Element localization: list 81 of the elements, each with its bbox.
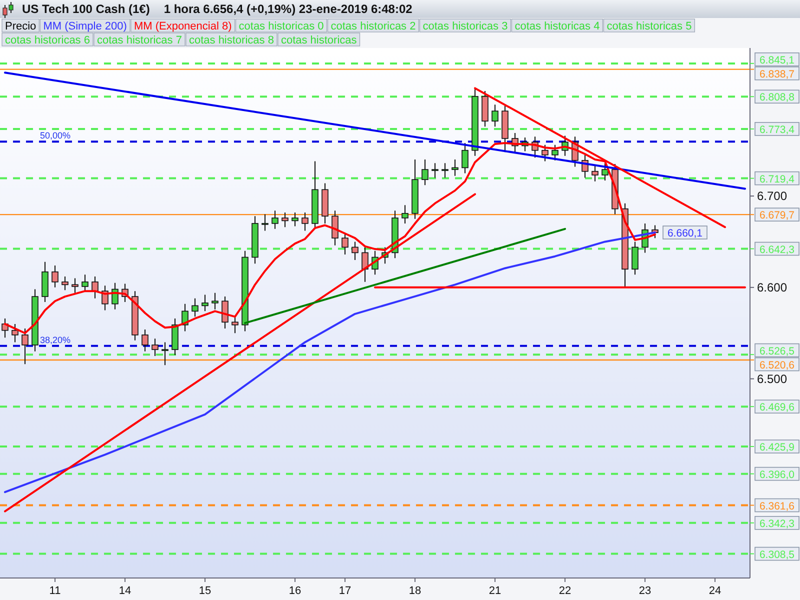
candlestick [22, 328, 28, 365]
x-tick-label: 21 [488, 585, 502, 597]
candlestick [52, 264, 58, 288]
ref-line-label: 6.308,5 [759, 548, 795, 561]
candlestick [292, 212, 298, 227]
candlestick [432, 162, 438, 178]
candlestick [352, 241, 358, 260]
candlestick [422, 158, 428, 186]
candlestick [162, 342, 168, 366]
ref-line-label: 6.845,1 [759, 54, 795, 66]
text: cotas historicas 5 [606, 20, 692, 32]
ref-line-label: 6.526,5 [759, 345, 795, 358]
y-tick-label: 6.500 [757, 372, 788, 386]
candlestick [492, 104, 498, 128]
candlestick [72, 278, 78, 294]
candlestick [552, 144, 558, 161]
candlestick [602, 162, 608, 181]
ref-line-label: 6.679,7 [759, 210, 795, 222]
x-tick-label: 15 [198, 585, 212, 597]
candlestick [92, 276, 98, 299]
candlestick [282, 212, 288, 228]
text: MM (Simple 200) [43, 20, 127, 32]
text: MM (Exponencial 8) [134, 20, 232, 32]
data-label: 6.660,1 [667, 227, 703, 240]
y-tick-label: 6.700 [757, 189, 788, 204]
text: cotas historicas 3 [422, 20, 508, 32]
ref-line-label: 6.719,4 [759, 173, 795, 186]
candlestick [272, 210, 278, 230]
chart-subtitle: 1 hora 6.656,4 (+0,19%) 23-ene-2019 6:48:02 [164, 2, 413, 16]
candlestick [632, 241, 638, 276]
x-tick-label: 22 [558, 585, 572, 597]
x-tick-label: 23 [638, 585, 652, 597]
candlestick [462, 142, 468, 174]
x-tick-label: 11 [49, 585, 61, 597]
text: cotas historicas 8 [188, 34, 274, 46]
candlestick [402, 204, 408, 224]
ref-line-label: 6.342,3 [759, 518, 795, 530]
x-tick-label: 16 [288, 585, 302, 597]
ref-line-label: 6.520,6 [759, 359, 795, 372]
x-tick-label: 24 [708, 585, 722, 597]
ref-line-label: 6.361,6 [759, 500, 795, 512]
ref-line-label: 6.425,9 [759, 442, 795, 454]
candlestick [262, 214, 268, 232]
ref-line-label: 6.838,7 [759, 68, 795, 80]
ref-line-label: 6.808,8 [759, 92, 795, 104]
candlestick [202, 294, 208, 312]
text: cotas historicas 7 [96, 34, 182, 46]
annotation: 38,20% [40, 334, 71, 345]
text: cotas historicas 0 [238, 20, 324, 32]
candlestick [452, 158, 458, 176]
candlestick [142, 328, 148, 352]
candlestick [232, 316, 238, 334]
annotation: 50,00% [40, 130, 71, 141]
candlestick [222, 296, 228, 330]
candlestick [192, 298, 198, 318]
text: cotas historicas 2 [330, 20, 416, 32]
x-tick-label: 18 [408, 585, 422, 597]
candlestick [82, 274, 88, 292]
text: cotas historicas 4 [514, 20, 600, 32]
ref-line-label: 6.396,0 [759, 468, 795, 481]
candlestick [152, 338, 158, 356]
candlestick [542, 144, 548, 162]
candlestick [62, 276, 68, 291]
text: Precio [5, 20, 36, 32]
candlestick [442, 162, 448, 178]
candlestick [592, 165, 598, 182]
candlestick [342, 232, 348, 256]
text: cotas historicas 6 [5, 34, 90, 46]
chart-title: US Tech 100 Cash (1€) [22, 2, 150, 16]
ref-line-label: 6.773,4 [759, 124, 795, 136]
ref-line-label: 6.469,6 [759, 402, 795, 414]
candlestick [302, 212, 308, 232]
candlestick [212, 292, 218, 310]
candlestick [362, 246, 368, 282]
text: cotas historicas [280, 34, 358, 46]
x-tick-label: 14 [118, 585, 132, 597]
candlestick [12, 323, 18, 343]
x-tick-label: 17 [338, 585, 352, 597]
ref-line-label: 6.642,3 [759, 244, 795, 256]
candlestick [332, 210, 338, 246]
y-tick-label: 6.600 [757, 280, 788, 294]
